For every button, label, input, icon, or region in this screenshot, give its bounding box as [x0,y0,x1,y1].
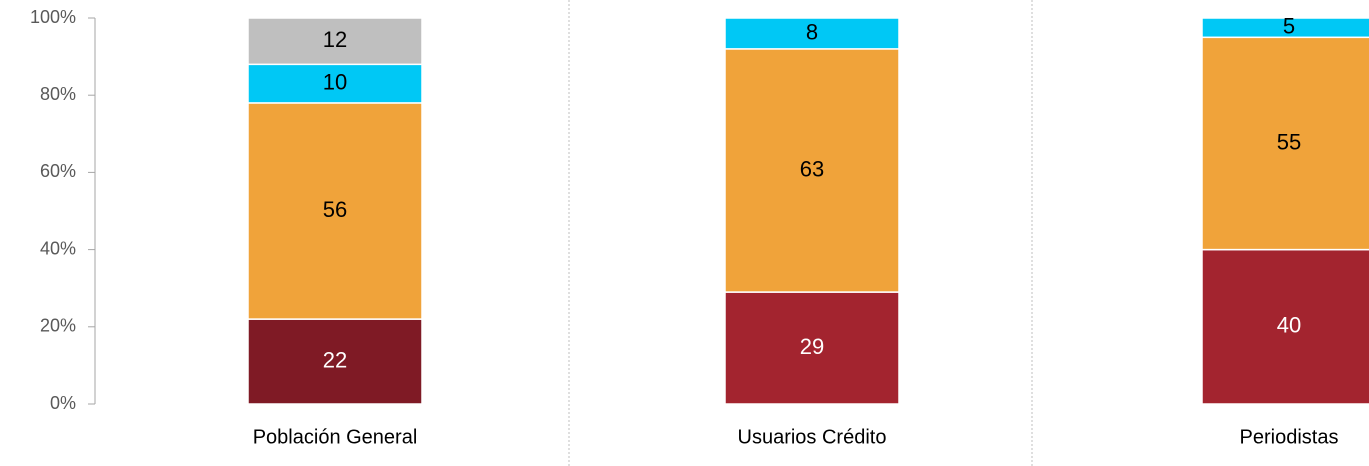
y-tick-label: 40% [40,238,76,258]
bar-segment [724,48,900,293]
bar-segment [247,17,423,66]
x-tick-label: Población General [253,426,418,448]
bar-segment [724,291,900,405]
x-tick-label: Periodistas [1240,426,1339,448]
y-tick-label: 20% [40,316,76,336]
data-label: 8 [806,19,818,44]
data-label: 40 [1277,313,1301,338]
bar-segment [247,318,423,405]
data-label: 10 [323,69,347,94]
data-label: 56 [323,197,347,222]
x-tick-label: Usuarios Crédito [738,426,887,448]
bar-segment [1201,17,1369,39]
data-label: 55 [1277,129,1301,154]
data-label: 29 [800,334,824,359]
y-tick-label: 100% [30,7,76,27]
y-tick-label: 0% [50,393,76,413]
bar-segment [724,17,900,50]
data-label: 5 [1283,13,1295,38]
bar-segment [1201,248,1369,405]
bar-segment [247,102,423,320]
data-label: 22 [323,347,347,372]
data-label: 12 [323,27,347,52]
y-tick-label: 80% [40,84,76,104]
y-tick-label: 60% [40,161,76,181]
data-label: 63 [800,156,824,181]
